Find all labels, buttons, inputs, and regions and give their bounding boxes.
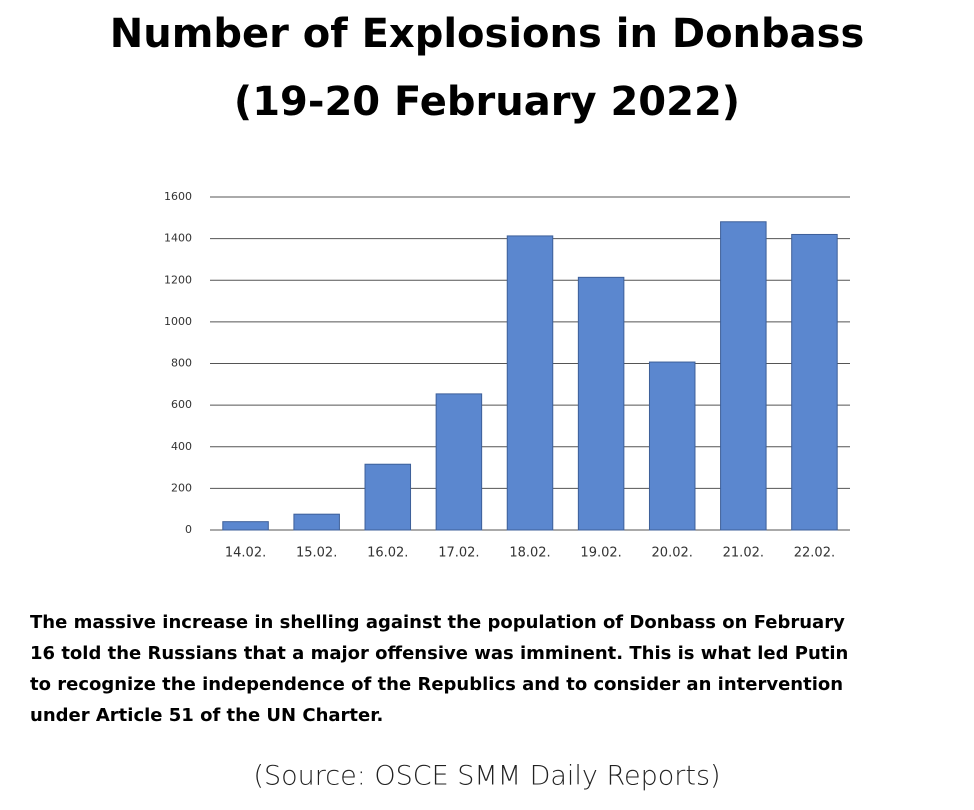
y-tick-label: 800 xyxy=(171,357,192,370)
bar xyxy=(222,521,269,531)
bar xyxy=(293,513,340,531)
x-tick-label: 17.02. xyxy=(438,546,479,561)
x-tick-label: 22.02. xyxy=(794,546,835,561)
chart-subtitle: (19-20 February 2022) xyxy=(234,79,740,125)
x-tick-label: 19.02. xyxy=(580,546,621,561)
x-tick-label: 14.02. xyxy=(225,546,266,561)
y-tick-label: 200 xyxy=(171,481,192,494)
bar xyxy=(364,463,412,531)
bar xyxy=(791,233,838,531)
description-line: under Article 51 of the UN Charter. xyxy=(30,705,383,726)
bar xyxy=(648,361,696,531)
bar xyxy=(720,221,767,531)
description-line: to recognize the independence of the Rep… xyxy=(30,674,843,695)
chart-title: Number of Explosions in Donbass xyxy=(110,11,865,57)
bar xyxy=(435,393,483,531)
y-tick-label: 1000 xyxy=(164,315,192,328)
y-tick-label: 1400 xyxy=(164,232,192,245)
description-line: 16 told the Russians that a major offens… xyxy=(30,643,848,664)
x-tick-label: 16.02. xyxy=(367,546,408,561)
bar xyxy=(577,276,625,531)
x-tick-label: 21.02. xyxy=(723,546,764,561)
x-tick-label: 18.02. xyxy=(509,546,550,561)
x-tick-label: 20.02. xyxy=(652,546,693,561)
y-tick-label: 0 xyxy=(185,523,192,536)
y-tick-label: 1600 xyxy=(164,190,192,203)
y-tick-label: 400 xyxy=(171,440,192,453)
description-line: The massive increase in shelling against… xyxy=(30,612,845,633)
y-tick-label: 600 xyxy=(171,398,192,411)
x-tick-label: 15.02. xyxy=(296,546,337,561)
source: (Source: OSCE SMM Daily Reports) xyxy=(253,761,720,792)
y-tick-label: 1200 xyxy=(164,273,192,286)
bar xyxy=(506,235,554,531)
